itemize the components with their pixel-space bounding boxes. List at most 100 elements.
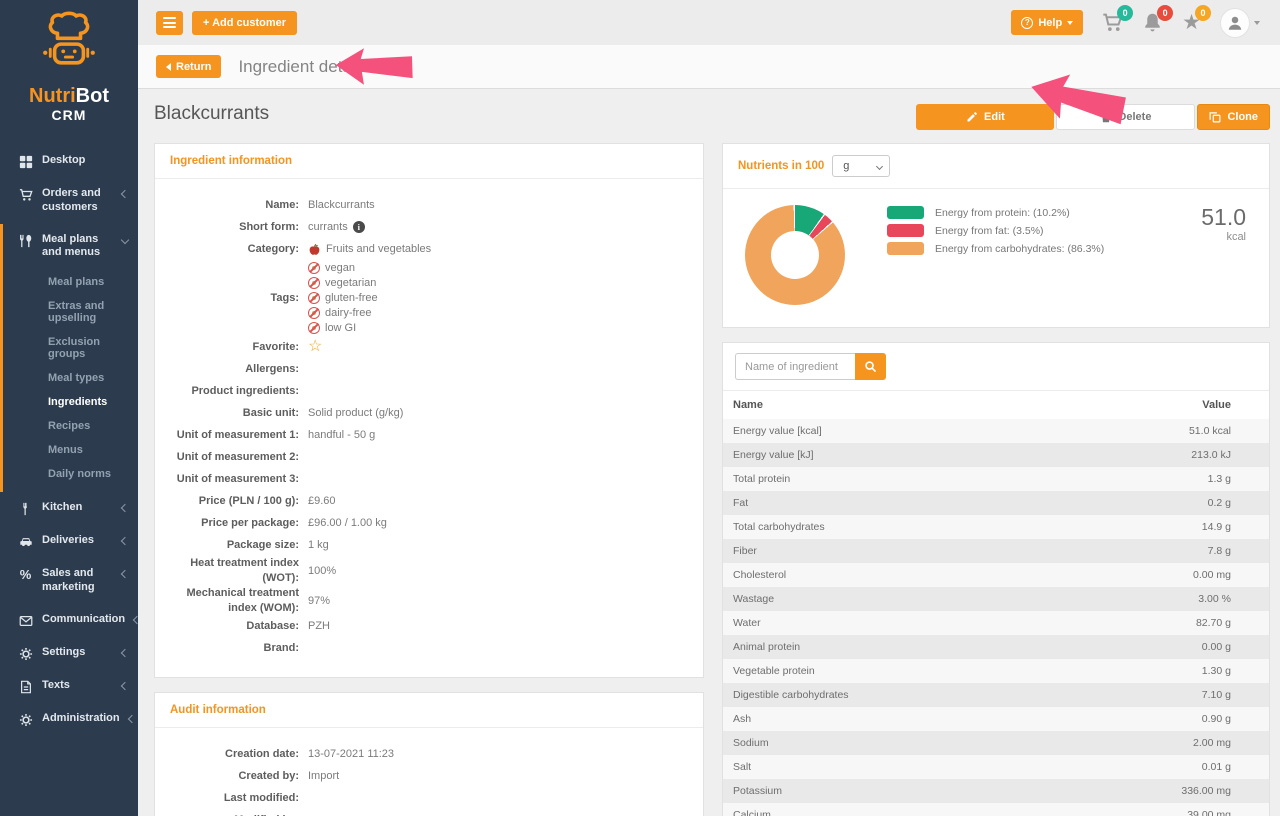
delete-button[interactable]: Delete bbox=[1056, 104, 1196, 130]
nutrients-header: Nutrients in 100 g bbox=[723, 144, 1269, 189]
sidebar-section-communication: Communication bbox=[0, 604, 138, 637]
info-icon[interactable]: i bbox=[352, 221, 365, 233]
sidebar-item-desktop[interactable]: Desktop bbox=[3, 145, 138, 178]
field-value: vegan vegetarian gluten-free dairy-free low … bbox=[308, 260, 688, 336]
edit-label: Edit bbox=[984, 111, 1005, 123]
field-value: 13-07-2021 11:23 bbox=[308, 748, 395, 761]
field-label: Unit of measurement 3: bbox=[176, 472, 299, 485]
sidebar-item-deliveries[interactable]: Deliveries bbox=[3, 525, 138, 558]
user-menu[interactable] bbox=[1220, 7, 1260, 38]
table-row-total-protein: Total protein 1.3 g bbox=[723, 467, 1269, 491]
sidebar-item-sales-and-marketing[interactable]: % Sales and marketing bbox=[3, 558, 138, 604]
table-row-animal-protein: Animal protein 0.00 g bbox=[723, 635, 1269, 659]
clone-button[interactable]: Clone bbox=[1197, 104, 1270, 130]
sidebar-section-administration: Administration bbox=[0, 703, 138, 736]
nutrient-name: Vegetable protein bbox=[733, 665, 815, 677]
chef-robot-logo-icon bbox=[43, 11, 95, 65]
help-label: Help bbox=[1038, 16, 1063, 29]
prohibited-icon bbox=[308, 262, 320, 274]
cart-icon[interactable]: 0 bbox=[1102, 5, 1134, 33]
table-row-water: Water 82.70 g bbox=[723, 611, 1269, 635]
sidebar-item-orders-and-customers[interactable]: Orders and customers bbox=[3, 178, 138, 224]
field-label: Database: bbox=[246, 619, 299, 632]
prohibited-icon bbox=[308, 322, 320, 334]
sidebar-item-settings[interactable]: Settings bbox=[3, 637, 138, 670]
sidebar-submenu: Meal plans Extras and upselling Exclusion … bbox=[3, 269, 138, 492]
edit-button[interactable]: Edit bbox=[916, 104, 1055, 130]
sidebar-item-label: Settings bbox=[42, 645, 86, 658]
field-row-unit-of-measurement-3: Unit of measurement 3: bbox=[170, 468, 688, 490]
field-label: Favorite: bbox=[252, 340, 299, 353]
field-label: Modified by: bbox=[170, 813, 308, 816]
search-button[interactable] bbox=[855, 353, 886, 380]
sidebar-item-meal-plans-and-menus[interactable]: Meal plans and menus bbox=[3, 224, 138, 270]
field-row-category: Category: Fruits and vegetables bbox=[170, 238, 688, 260]
sidebar-item-ingredients[interactable]: Ingredients bbox=[48, 396, 108, 408]
return-button[interactable]: Return bbox=[156, 55, 222, 78]
table-row-potassium: Potassium 336.00 mg bbox=[723, 779, 1269, 803]
help-button[interactable]: ? Help bbox=[1011, 10, 1084, 35]
legend-swatch bbox=[887, 224, 924, 237]
nutrient-name: Calcium bbox=[733, 809, 771, 816]
sidebar-item-label: Orders and customers bbox=[42, 187, 101, 213]
sidebar-item-exclusion-groups[interactable]: Exclusion groups bbox=[48, 336, 100, 360]
favorite-star-icon[interactable]: ☆ bbox=[308, 338, 323, 355]
unit-select[interactable]: g bbox=[832, 155, 891, 177]
total-energy-value: 51.0 bbox=[1201, 204, 1246, 230]
question-icon: ? bbox=[1021, 16, 1034, 29]
field-label: Brand: bbox=[263, 641, 299, 654]
copy-icon bbox=[1209, 112, 1221, 123]
tags-list: vegan vegetarian gluten-free dairy-free low … bbox=[308, 260, 378, 336]
sidebar-item-kitchen[interactable]: Kitchen bbox=[3, 492, 138, 525]
field-label: Created by: bbox=[238, 769, 299, 782]
field-row-price-pln-100-g: Price (PLN / 100 g): £9.60 bbox=[170, 490, 688, 512]
nutrients-header-label: Nutrients in 100 bbox=[738, 160, 825, 172]
field-row-unit-of-measurement-1: Unit of measurement 1: handful - 50 g bbox=[170, 424, 688, 446]
field-row-mechanical-treatment-index-wom: Mechanical treatment index (WOM): 97% bbox=[170, 586, 688, 616]
field-label: Product ingredients: bbox=[191, 384, 299, 397]
add-customer-button[interactable]: + Add customer bbox=[192, 10, 298, 35]
nutrient-value: 51.0 kcal bbox=[1188, 425, 1231, 437]
delete-label: Delete bbox=[1118, 111, 1152, 123]
nutrient-name: Ash bbox=[733, 713, 752, 725]
percent-icon: % bbox=[19, 567, 32, 582]
nutrient-value: 1.30 g bbox=[1201, 665, 1231, 677]
ingredient-info-header: Ingredient information bbox=[155, 144, 703, 179]
sidebar-item-administration[interactable]: Administration bbox=[3, 703, 138, 736]
sidebar-item-texts[interactable]: Texts bbox=[3, 670, 138, 703]
search-input[interactable] bbox=[735, 353, 855, 380]
sidebar-item-menus[interactable]: Menus bbox=[48, 444, 83, 456]
field-value bbox=[308, 791, 688, 805]
menu-toggle-button[interactable] bbox=[156, 10, 183, 35]
sidebar-item-extras-and-upselling[interactable]: Extras and upselling bbox=[48, 300, 105, 324]
nutrient-value: 336.00 mg bbox=[1181, 785, 1231, 797]
sidebar-section-deliveries: Deliveries bbox=[0, 525, 138, 558]
chevron-left-icon bbox=[120, 536, 130, 546]
sidebar-item-communication[interactable]: Communication bbox=[3, 604, 138, 637]
field-label: Allergens: bbox=[245, 362, 299, 375]
bell-icon[interactable]: 0 bbox=[1142, 5, 1174, 33]
sidebar-section-kitchen: Kitchen bbox=[0, 492, 138, 525]
sidebar-item-meal-plans[interactable]: Meal plans bbox=[48, 276, 105, 288]
field-label: Unit of measurement 1: bbox=[176, 428, 299, 441]
apple-category-icon bbox=[308, 243, 321, 256]
nutrient-name: Energy value [kcal] bbox=[733, 425, 822, 437]
gear-icon bbox=[18, 647, 33, 661]
sidebar-item-meal-types[interactable]: Meal types bbox=[48, 372, 105, 384]
field-row-brand: Brand: bbox=[170, 637, 688, 659]
field-value: £9.60 bbox=[308, 495, 336, 507]
field-row-package-size: Package size: 1 kg bbox=[170, 534, 688, 556]
action-buttons: Edit Delete Clone bbox=[722, 95, 1270, 143]
nutrients-table: Name Value Energy value [kcal] 51.0 kcal E… bbox=[723, 391, 1269, 816]
brand-name-secondary: Bot bbox=[75, 85, 109, 107]
sidebar-item-daily-norms[interactable]: Daily norms bbox=[48, 468, 111, 480]
left-column: Ingredient information Name: Blackcurrant… bbox=[154, 143, 704, 816]
sidebar-item-recipes[interactable]: Recipes bbox=[48, 420, 91, 432]
sidebar-item-label: Communication bbox=[42, 612, 126, 625]
nutrient-value: 0.00 g bbox=[1201, 641, 1231, 653]
sidebar-section-orders-and-customers: Orders and customers bbox=[0, 178, 138, 224]
field-value bbox=[308, 384, 688, 398]
star-badge: 0 bbox=[1195, 5, 1211, 21]
right-column: Nutrients in 100 g Energy from protein: … bbox=[722, 143, 1270, 816]
star-icon[interactable]: ★ 0 bbox=[1182, 5, 1211, 33]
